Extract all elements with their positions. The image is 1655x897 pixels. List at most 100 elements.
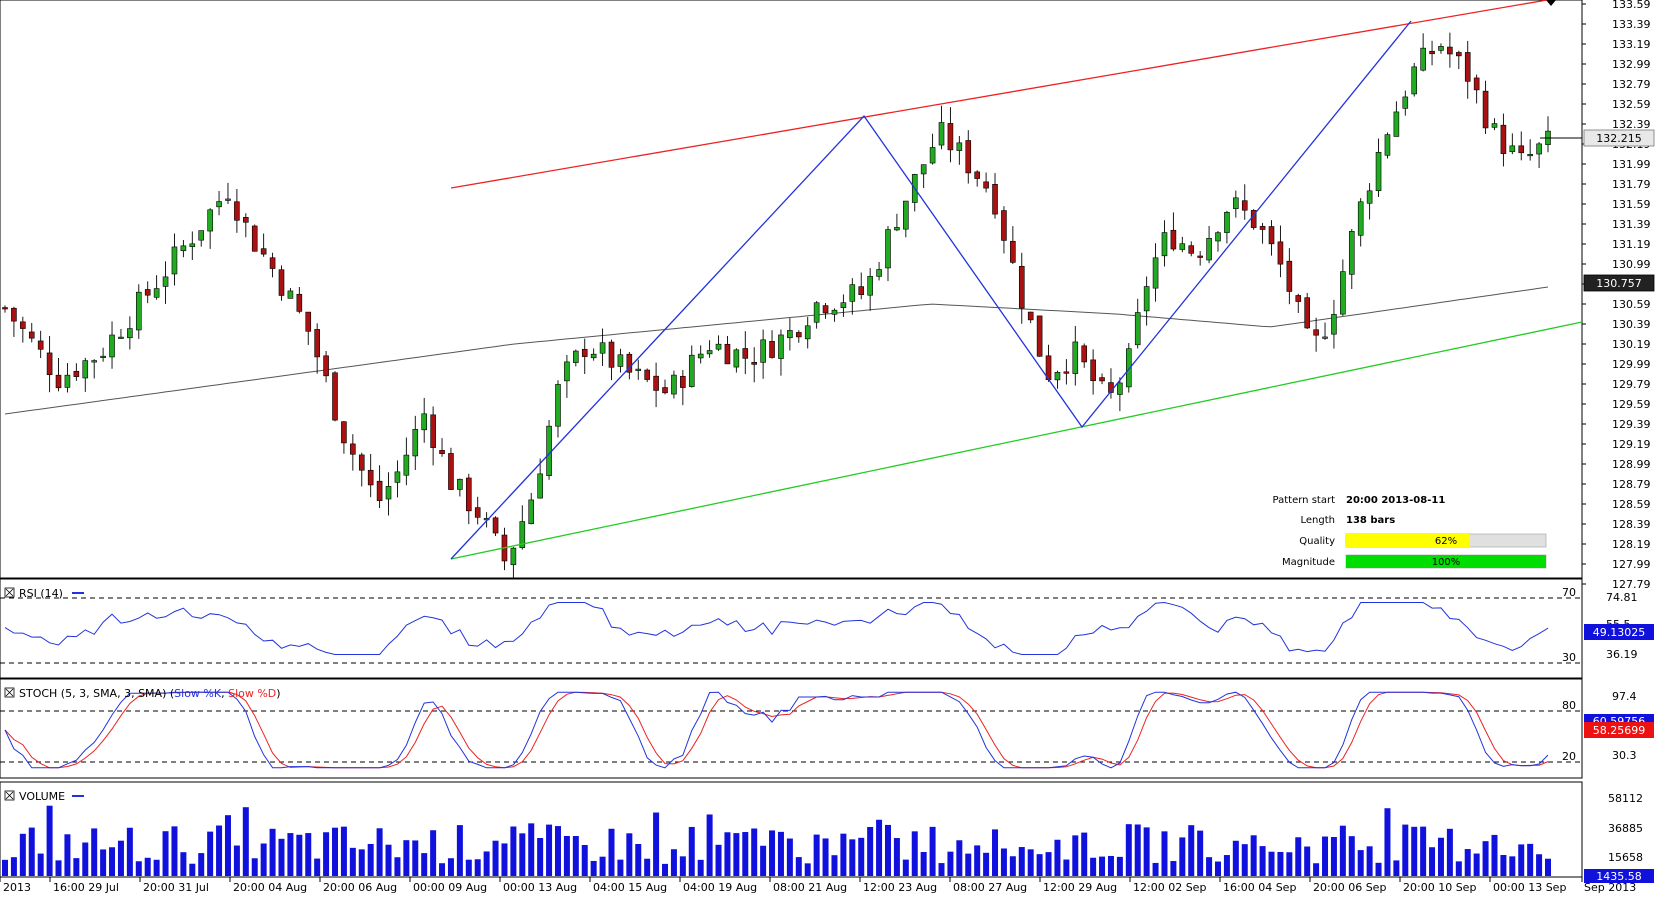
volume-bar <box>831 855 838 876</box>
candle-body <box>1152 257 1159 289</box>
volume-bar <box>1072 835 1079 876</box>
volume-bar <box>242 807 249 876</box>
volume-bar <box>1402 824 1409 876</box>
candle-body <box>831 309 838 315</box>
candle-body <box>1366 190 1373 204</box>
candle-body <box>1054 372 1061 381</box>
volume-bar <box>1313 863 1320 876</box>
volume-bar <box>207 831 214 876</box>
candle-body <box>100 355 106 358</box>
price-tick-label: 131.59 <box>1612 198 1651 211</box>
volume-bar <box>1241 844 1248 876</box>
candle-body <box>680 375 686 388</box>
volume-bar <box>670 849 677 876</box>
price-tick-label: 127.99 <box>1612 558 1651 571</box>
stoch-axis-tick: 97.4 <box>1612 690 1637 703</box>
candle-body <box>278 269 285 296</box>
price-tick-label: 132.39 <box>1612 118 1651 131</box>
volume-bar <box>742 832 749 876</box>
stoch-d-value-box <box>1584 722 1654 738</box>
volume-bar <box>1090 857 1097 876</box>
price-tick-label: 130.19 <box>1612 338 1651 351</box>
stoch-panel: 80 20 STOCH (5, 3, SMA, 3, SMA) (Slow %K… <box>0 678 1583 779</box>
price-tick-label: 132.59 <box>1612 98 1651 111</box>
volume-bar <box>840 833 847 876</box>
candle-body <box>55 374 62 389</box>
current-price-box <box>1583 129 1655 147</box>
volume-bar <box>1268 851 1275 876</box>
volume-bar <box>1018 847 1025 876</box>
volume-bar <box>1411 826 1418 876</box>
rsi-axis-tick: 74.81 <box>1606 591 1638 604</box>
volume-panel: VOLUME <box>0 781 1583 878</box>
volume-bar <box>1063 859 1070 876</box>
price-tick-label: 131.99 <box>1612 158 1651 171</box>
volume-bar <box>715 844 722 876</box>
rsi-value-label: 49.13025 <box>1593 626 1646 639</box>
candle-body <box>1063 371 1070 374</box>
price-tick-label: 131.39 <box>1612 218 1651 231</box>
candle-body <box>1331 314 1337 335</box>
volume-bar <box>465 859 472 876</box>
candle-body <box>448 453 454 490</box>
candle-body <box>653 375 659 391</box>
volume-bar <box>1348 836 1355 876</box>
volume-bar <box>635 844 642 876</box>
volume-bar <box>1206 857 1213 876</box>
price-panel: Pattern start 20:00 2013-08-11 Length 13… <box>0 0 1583 579</box>
volume-bar <box>697 859 704 876</box>
volume-bar <box>73 858 80 876</box>
price-tick-label: 128.59 <box>1612 498 1651 511</box>
candle-body <box>474 507 481 518</box>
candle-body <box>849 284 856 302</box>
candle-body <box>555 384 561 427</box>
volume-bar <box>920 851 927 876</box>
volume-bar <box>251 858 258 876</box>
time-tick-label: 00:00 13 Aug <box>503 881 577 894</box>
candle-body <box>243 217 249 223</box>
volume-bar <box>1045 852 1052 876</box>
volume-bar <box>546 824 553 876</box>
volume-bar <box>581 845 588 876</box>
rsi-panel: 70 30 RSI (14) <box>0 578 1583 679</box>
volume-bar <box>1527 843 1534 876</box>
candle-body <box>1473 77 1480 91</box>
candle-body <box>216 201 222 208</box>
volume-bar <box>617 859 624 876</box>
volume-bar <box>323 832 330 876</box>
volume-bar <box>1437 837 1444 876</box>
candle-body <box>1117 382 1123 395</box>
volume-bar <box>706 814 713 876</box>
candle-body <box>1197 255 1203 258</box>
candle-body <box>127 328 133 339</box>
volume-bar <box>537 838 544 876</box>
price-tick-label: 132.99 <box>1612 58 1651 71</box>
volume-bar <box>849 839 856 876</box>
volume-bar <box>1250 835 1257 876</box>
rsi-value-box <box>1584 624 1654 640</box>
time-tick-label: 20:00 31 Jul <box>143 881 209 894</box>
candle-body <box>385 486 392 500</box>
volume-bar <box>1446 828 1453 876</box>
candle-body <box>135 291 142 331</box>
candle-body <box>1500 124 1507 154</box>
price-tick-label: 128.39 <box>1612 518 1651 531</box>
volume-bar <box>1322 836 1329 876</box>
volume-bar <box>1357 850 1364 876</box>
volume-bar <box>1259 846 1266 876</box>
volume-bar <box>153 859 160 876</box>
candle-body <box>662 387 668 394</box>
candle-body <box>109 334 115 358</box>
candle-body <box>983 181 989 189</box>
candle-body <box>1518 145 1525 154</box>
volume-bar <box>162 831 169 876</box>
candle-body <box>956 142 963 151</box>
volume-bar <box>501 843 508 876</box>
volume-bar <box>358 849 365 876</box>
candle-body <box>1090 359 1096 382</box>
volume-bar <box>599 856 606 876</box>
volume-bar <box>1375 862 1382 876</box>
candle-body <box>1233 197 1239 209</box>
candle-body <box>358 454 365 471</box>
